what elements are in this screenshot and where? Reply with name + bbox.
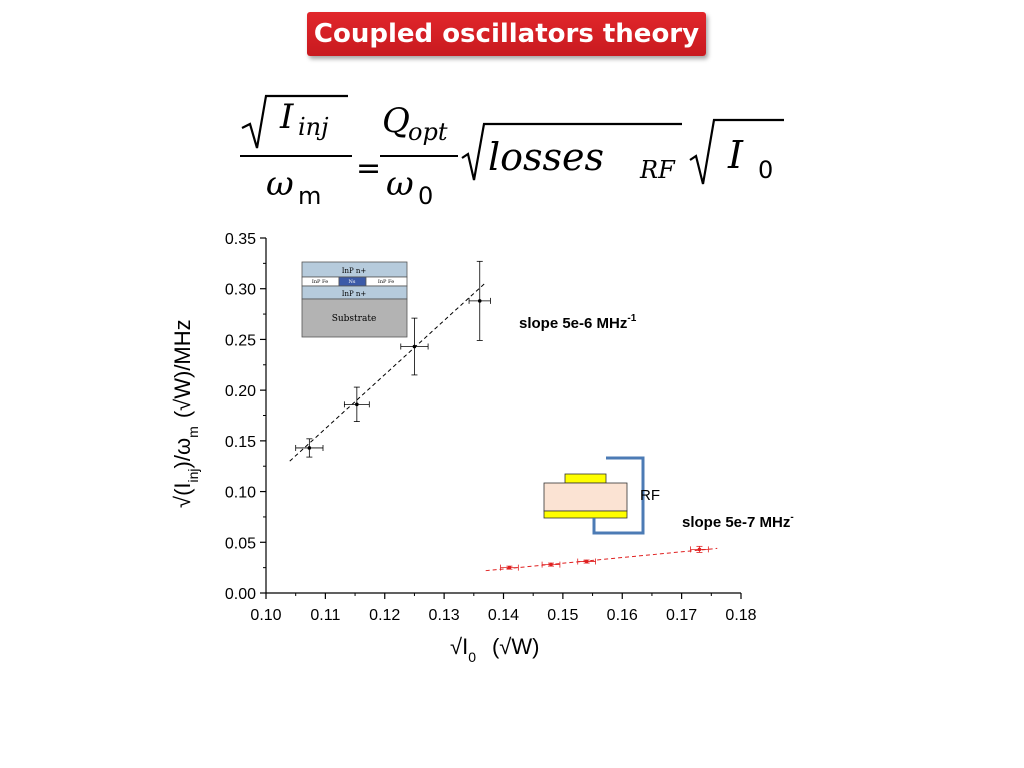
x-tick-label: 0.12 — [369, 607, 400, 624]
sqrt-sign — [241, 94, 348, 149]
data-point — [577, 558, 596, 565]
eq-lhs-num-sub: inj — [298, 113, 329, 141]
y-label-mid: )/ω — [170, 438, 195, 469]
inset-layer-stack: InP n+ InP Fe Ns InP Fe InP n+ Substrate — [301, 261, 408, 338]
y-label-pre: √(I — [170, 482, 195, 508]
x-label-sub: 0 — [468, 649, 476, 665]
x-tick-label: 0.11 — [310, 607, 340, 624]
slope-label-red-sup: - — [790, 512, 793, 523]
sqrt-sign-2 — [461, 122, 682, 181]
data-point — [500, 564, 519, 571]
x-tick-label: 0.13 — [429, 607, 460, 624]
y-axis-label: √(Iinj)/ωm (√W)/MHz — [170, 319, 201, 508]
equation: I inj ω m = Q opt ω 0 losses RF I 0 — [240, 94, 784, 210]
eq-losses-sub: RF — [639, 156, 676, 184]
series — [289, 260, 718, 572]
inset-rf-device: RF — [543, 456, 660, 535]
eq-lhs-den: ω — [266, 164, 294, 204]
slope-label-red-text: slope 5e-7 MHz — [682, 514, 790, 531]
data-point — [400, 317, 429, 376]
slope-label-black: slope 5e-6 MHz-1 — [519, 313, 637, 332]
eq-lhs-num: I — [279, 97, 294, 137]
x-label-main: √I — [450, 634, 468, 659]
data-point — [690, 545, 709, 553]
eq-rhs-num: Q — [382, 101, 410, 141]
eq-i0-sub: 0 — [758, 156, 773, 184]
fit-line — [485, 547, 718, 572]
y-tick-label: 0.30 — [225, 282, 256, 299]
x-ticks: 0.10 0.11 0.12 0.13 0.14 0.15 0.16 0.17 0.18 — [250, 593, 757, 624]
bottom-contact — [543, 510, 628, 519]
point-marker — [307, 446, 312, 450]
slope-label-black-sup: -1 — [627, 313, 636, 324]
point-marker — [412, 344, 417, 349]
eq-rhs-den: ω — [386, 164, 414, 204]
x-axis-label: √I0 (√W) — [450, 634, 539, 665]
data-point — [468, 260, 491, 341]
layer-center-label: Ns — [349, 279, 356, 285]
rf-wire-top — [585, 458, 606, 474]
series-1 — [485, 545, 718, 572]
point-marker — [507, 565, 512, 570]
slide-title: Coupled oscillators theory — [307, 12, 706, 56]
y-tick-label: 0.15 — [225, 434, 256, 451]
x-label-unit: (√W) — [492, 634, 540, 659]
point-marker — [355, 402, 359, 407]
x-tick-label: 0.16 — [607, 607, 638, 624]
y-ticks: 0.00 0.05 0.10 0.15 0.20 0.25 0.30 0.35 — [225, 231, 266, 603]
layer-right-pad-label: InP Fe — [378, 279, 394, 285]
eq-rhs-num-sub: opt — [408, 118, 448, 146]
top-contact — [564, 473, 607, 484]
x-tick-label: 0.18 — [725, 607, 756, 624]
eq-i0: I — [727, 133, 744, 177]
layer-inp-n-bottom-label: InP n+ — [342, 290, 367, 298]
data-point — [295, 438, 324, 458]
eq-lhs-den-sub: m — [298, 182, 321, 210]
point-marker — [477, 299, 482, 303]
y-tick-label: 0.10 — [225, 485, 256, 502]
point-marker — [549, 562, 553, 567]
x-tick-label: 0.15 — [547, 607, 578, 624]
layer-substrate-label: Substrate — [332, 314, 377, 324]
data-point — [541, 561, 561, 568]
x-tick-label: 0.14 — [488, 607, 519, 624]
y-tick-label: 0.25 — [225, 332, 256, 349]
point-marker — [584, 559, 589, 564]
rf-label: RF — [640, 487, 660, 504]
sqrt-sign-3 — [689, 118, 784, 185]
layer-inp-n-top-label: InP n+ — [342, 267, 367, 275]
y-label-unit: (√W)/MHz — [170, 319, 195, 418]
y-label-sub2: m — [185, 426, 201, 438]
fit-line — [289, 282, 487, 462]
y-tick-label: 0.20 — [225, 383, 256, 400]
eq-rhs-den-sub: 0 — [418, 182, 433, 210]
slope-label-red: slope 5e-7 MHz- — [682, 512, 794, 531]
y-tick-label: 0.35 — [225, 231, 256, 248]
eq-equals: = — [356, 151, 381, 186]
point-marker — [697, 547, 702, 552]
series-0 — [289, 260, 491, 462]
device-body — [543, 482, 628, 512]
slope-label-black-text: slope 5e-6 MHz — [519, 315, 627, 332]
y-tick-label: 0.00 — [225, 586, 256, 603]
x-tick-label: 0.17 — [666, 607, 697, 624]
layer-substrate — [301, 298, 408, 338]
y-tick-label: 0.05 — [225, 535, 256, 552]
y-label-sub1: inj — [185, 468, 201, 482]
rf-wire — [592, 456, 645, 535]
data-point — [343, 386, 370, 422]
eq-losses: losses — [488, 135, 604, 179]
layer-left-pad-label: InP Fe — [312, 279, 328, 285]
x-tick-label: 0.10 — [250, 607, 281, 624]
